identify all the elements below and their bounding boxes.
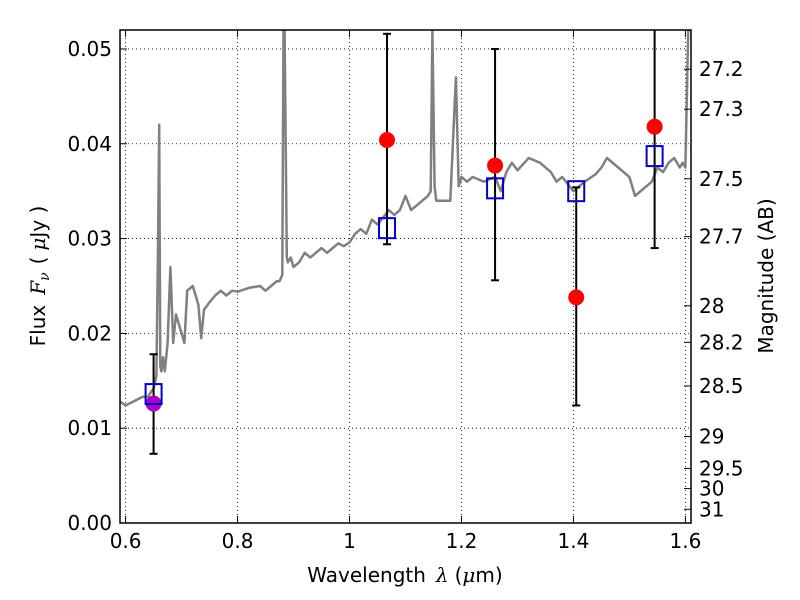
magnitude-tick-label: 29: [699, 425, 724, 449]
y-axis-label-subscript: ν: [37, 272, 53, 281]
observed-point: [487, 157, 504, 174]
y-tick-label: 0.03: [67, 227, 112, 251]
y-axis-label: Flux Fν ( μJy ): [26, 206, 53, 347]
magnitude-tick-label: 28.2: [699, 330, 744, 354]
y-axis-label-prefix: Flux: [26, 305, 50, 347]
x-tick-label: 1: [343, 529, 356, 553]
y-axis-label-unit: Jy ): [26, 206, 50, 240]
y-tick-label: 0.04: [67, 132, 112, 156]
y-tick-label: 0.02: [67, 321, 112, 345]
model-point: [645, 145, 664, 168]
magnitude-axis-label: Magnitude (AB): [754, 198, 778, 353]
x-axis-label-prefix: Wavelength: [307, 563, 426, 587]
x-tick-label: 1.6: [669, 529, 701, 553]
model-points: [144, 145, 664, 406]
x-axis-label-unit: m): [475, 563, 502, 587]
plot-background: [120, 30, 691, 523]
model-point: [378, 217, 397, 240]
x-axis-ticks: 0.6 0.8 1 1.2 1.4 1.6: [110, 30, 701, 553]
observed-points: [145, 118, 663, 412]
y-axis-ticks: 0.00 0.01 0.02 0.03 0.04 0.05: [67, 37, 127, 535]
y-axis-label-mu: μ: [26, 238, 50, 251]
x-axis-label-mu: μ: [462, 563, 475, 587]
x-tick-label: 1.2: [446, 529, 478, 553]
magnitude-tick-label: 27.5: [699, 167, 744, 191]
x-tick-label: 0.8: [222, 529, 254, 553]
magnitude-tick-label: 30: [699, 477, 724, 501]
plot-content: [120, 30, 691, 455]
model-point: [144, 383, 163, 406]
plot-frame: [119, 29, 692, 524]
x-axis-label-symbol: λ: [435, 563, 449, 587]
model-point: [486, 177, 505, 200]
magnitude-tick-label: 27.3: [699, 97, 744, 121]
magnitude-tick-label: 31: [699, 497, 724, 521]
magnitude-tick-label: 27.2: [699, 57, 744, 81]
sed-spectrum-line: [120, 30, 691, 407]
observed-point: [568, 289, 585, 306]
magnitude-tick-label: 28.5: [699, 374, 744, 398]
y-tick-label: 0.05: [67, 37, 112, 61]
x-axis-label-open: (: [455, 563, 463, 587]
x-axis-label: Wavelength λ (μm): [307, 563, 502, 587]
y-axis-label-symbol: F: [26, 280, 50, 296]
model-point: [567, 180, 586, 203]
magnitude-tick-label: 29.5: [699, 456, 744, 480]
y-axis-label-open: (: [26, 257, 50, 265]
x-tick-label: 0.6: [110, 529, 142, 553]
x-tick-label: 1.4: [558, 529, 590, 553]
y-tick-label: 0.01: [67, 416, 112, 440]
y-tick-label: 0.00: [67, 511, 112, 535]
observed-point: [379, 131, 396, 148]
magnitude-tick-label: 27.7: [699, 225, 744, 249]
magnitude-tick-label: 28: [699, 294, 724, 318]
observed-point: [646, 118, 663, 135]
